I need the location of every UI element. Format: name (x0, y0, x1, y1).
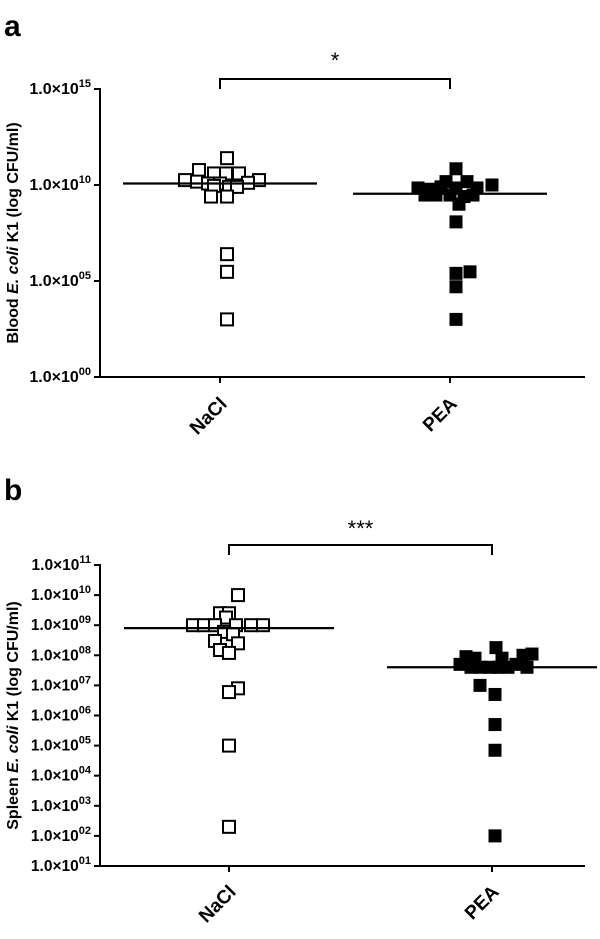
data-point-pea (452, 197, 466, 211)
data-point-pea (449, 280, 463, 294)
y-tick-label: 1.0×1004 (31, 765, 92, 785)
y-tick-label: 1.0×1003 (31, 795, 91, 815)
y-tick-label: 1.0×1005 (29, 270, 91, 290)
data-point-pea (429, 188, 443, 202)
y-tick-label: 1.0×1011 (32, 554, 91, 574)
category-label-pea: PEA (461, 881, 504, 924)
data-point-nacl (256, 618, 270, 633)
y-tick-label: 1.0×1007 (31, 674, 91, 694)
panel-b: b 1.0×1001 1.0×1002 1.0×1003 1.0×1004 1.0×100… (4, 474, 597, 927)
data-point-nacl (192, 163, 206, 178)
data-point-nacl (222, 819, 236, 834)
y-tick-label: 1.0×1001 (31, 855, 91, 875)
panel-a: a 1.0×1000 1.0×1005 1.0×1010 1.0×1015 NaCl PEA… (4, 10, 585, 439)
data-point-nacl (244, 618, 258, 633)
data-point-pea (449, 266, 463, 280)
significance-bracket (228, 544, 493, 555)
data-point-pea (485, 178, 499, 192)
data-point-pea (488, 743, 502, 757)
significance-label: *** (348, 516, 374, 541)
y-tick-label: 1.0×1009 (31, 614, 91, 634)
data-point-nacl (220, 189, 234, 204)
data-point-nacl (220, 312, 234, 327)
data-point-nacl (222, 645, 236, 660)
data-point-nacl (222, 738, 236, 753)
y-axis-title: Spleen E. coli K1 (log CFU/ml) (5, 601, 22, 829)
data-point-pea (488, 687, 502, 701)
y-tick-label: 1.0×1002 (31, 825, 91, 845)
category-label-nacl: NaCl (186, 394, 231, 439)
data-point-pea (453, 657, 467, 671)
y-tick-label: 1.0×1006 (31, 705, 91, 725)
data-point-pea (449, 312, 463, 326)
y-tick-label: 1.0×1005 (31, 735, 91, 755)
significance-label: * (331, 48, 340, 73)
data-point-nacl (231, 588, 245, 603)
data-point-pea (449, 215, 463, 229)
data-point-pea (466, 188, 480, 202)
y-tick-label: 1.0×1015 (29, 78, 91, 98)
category-label-nacl: NaCl (195, 882, 240, 927)
data-point-pea (473, 678, 487, 692)
data-point-pea (488, 718, 502, 732)
data-point-pea (525, 647, 539, 661)
y-tick-label: 1.0×1000 (29, 366, 91, 386)
data-point-pea (449, 162, 463, 176)
y-tick-label: 1.0×1010 (31, 584, 91, 604)
data-point-nacl (220, 247, 234, 262)
panel-letter: b (4, 474, 22, 507)
panel-letter: a (4, 10, 21, 43)
significance-bracket (219, 78, 451, 89)
y-axis-title: Blood E. coli K1 (log CFU/ml) (5, 122, 22, 343)
data-point-nacl (204, 189, 218, 204)
category-label-pea: PEA (419, 393, 462, 436)
y-tick-label: 1.0×1008 (31, 644, 91, 664)
data-point-pea (509, 657, 523, 671)
data-point-nacl (220, 151, 234, 166)
data-point-nacl (220, 264, 234, 279)
y-tick-label: 1.0×1010 (29, 174, 91, 194)
data-point-pea (488, 829, 502, 843)
data-point-nacl (222, 685, 236, 700)
data-point-pea (463, 265, 477, 279)
data-point-pea (418, 188, 432, 202)
